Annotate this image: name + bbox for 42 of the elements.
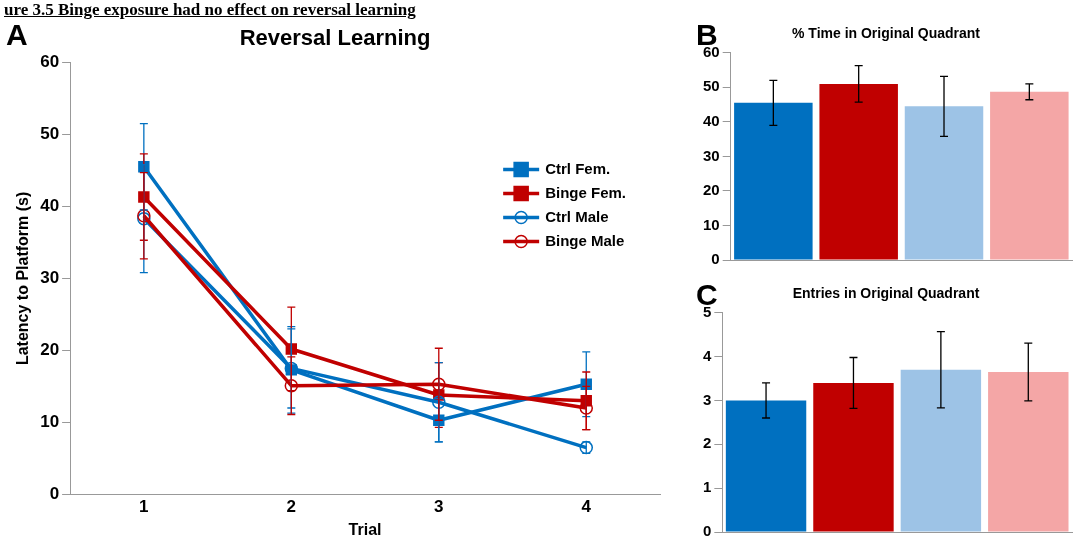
bar (725, 400, 807, 532)
point (432, 377, 446, 391)
x-tick-label: 2 (286, 497, 297, 517)
legend-label: Ctrl Male (545, 207, 609, 225)
y-tick-label: 60 (40, 52, 60, 72)
point (432, 395, 446, 409)
y-tick-label: 40 (40, 196, 60, 216)
y-tick-label: 50 (40, 124, 60, 144)
y-tick-label: 40 (703, 112, 720, 130)
chart-title: Reversal Learning (239, 25, 431, 51)
legend-label: Binge Fem. (545, 183, 627, 201)
chart-title: % Time in Original Quadrant (792, 25, 981, 42)
y-tick-label: 0 (49, 484, 60, 504)
y-tick-label: 30 (40, 268, 60, 288)
y-tick-label: 10 (40, 412, 60, 432)
bar (813, 382, 894, 532)
y-tick-label: 30 (703, 146, 720, 164)
point (284, 378, 299, 393)
y-tick-label: 0 (711, 250, 720, 268)
x-tick-label: 1 (139, 497, 149, 517)
legend-label: Binge Male (545, 231, 625, 249)
text: ure 3.5 Binge exposure had no effect on reversal learning (4, 0, 416, 20)
y-axis-title: Latency to Platform (s) (14, 191, 32, 366)
y-tick-label: 10 (703, 215, 720, 233)
bar (988, 371, 1069, 532)
x-axis-title: Trial (348, 520, 382, 538)
x-tick-label: 3 (434, 497, 444, 517)
chart-title: Entries in Original Quadrant (792, 285, 980, 302)
bar (900, 369, 982, 532)
y-tick-label: 20 (40, 340, 60, 360)
text: A (6, 18, 28, 52)
y-tick-label: 1 (703, 478, 712, 496)
y-tick-label: 20 (703, 181, 720, 199)
y-tick-label: 0 (703, 522, 712, 540)
y-tick-label: 2 (703, 434, 712, 452)
legend-label: Ctrl Fem. (545, 159, 611, 177)
point (138, 161, 150, 173)
y-tick-label: 3 (703, 390, 712, 408)
y-tick-label: 50 (703, 77, 720, 95)
x-tick-label: 4 (581, 497, 592, 517)
point (138, 191, 150, 203)
y-tick-label: 4 (703, 346, 712, 364)
